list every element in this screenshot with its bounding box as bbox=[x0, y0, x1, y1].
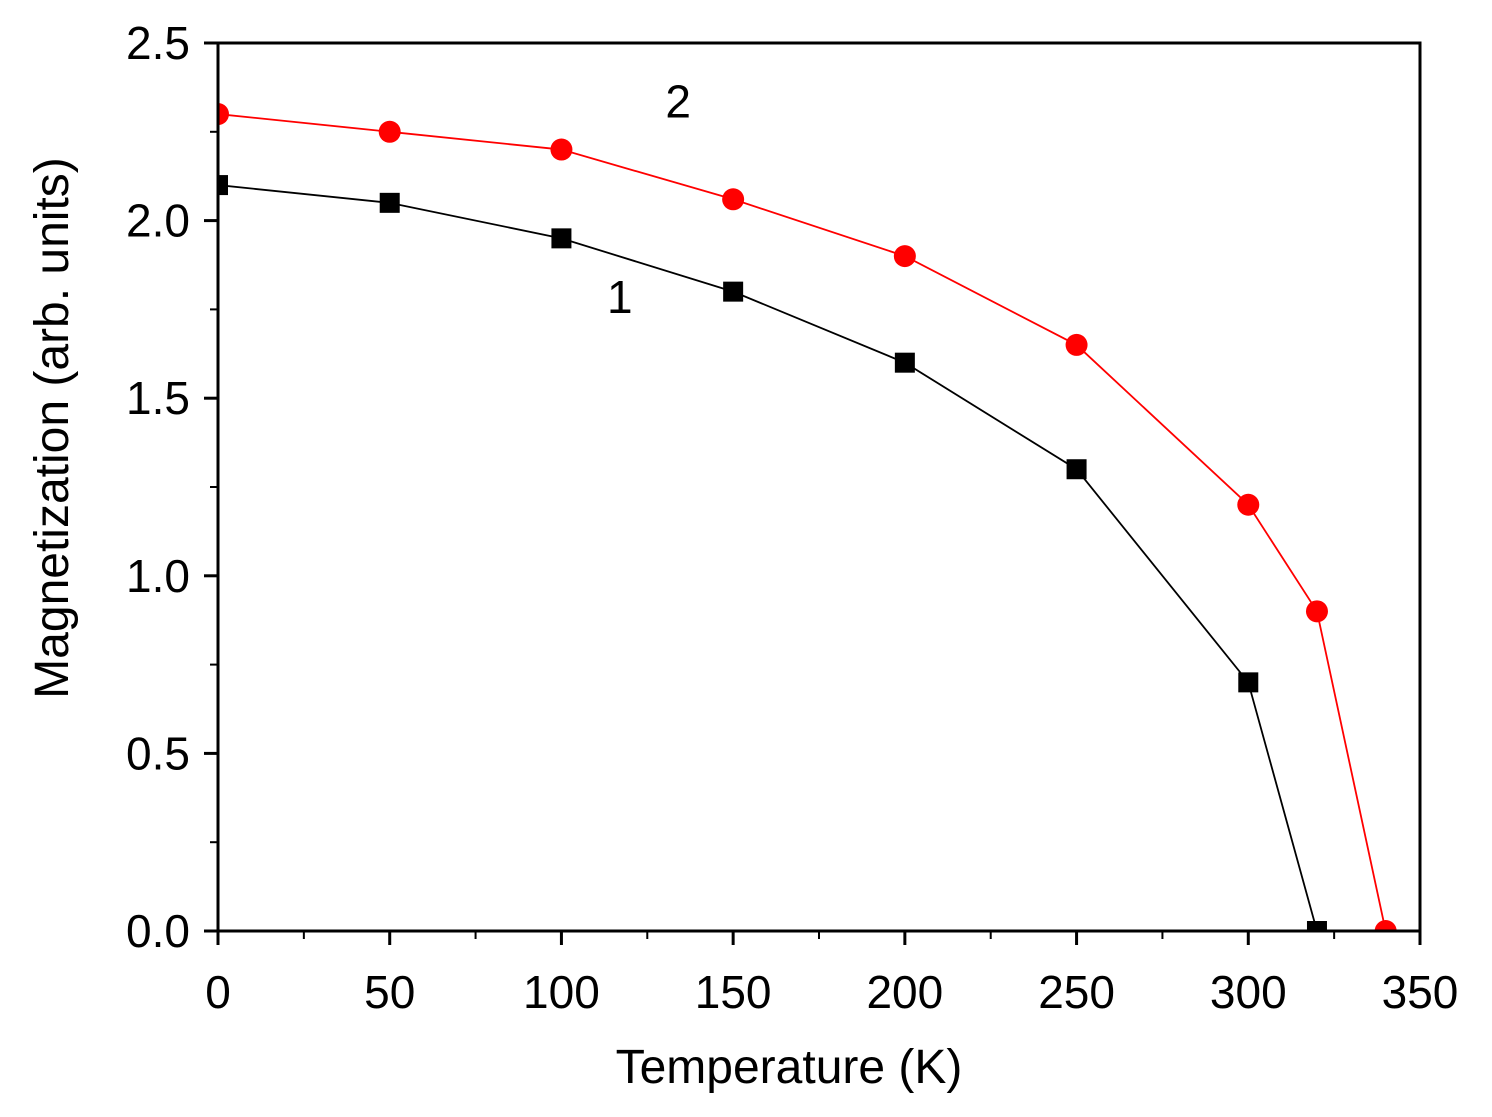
data-point bbox=[893, 245, 916, 268]
series-2 bbox=[218, 103, 1397, 931]
plot-series bbox=[218, 103, 1397, 931]
series-line bbox=[218, 184, 1318, 931]
x-tick-label: 200 bbox=[866, 966, 943, 1018]
x-tick-label: 50 bbox=[364, 966, 415, 1018]
data-point bbox=[378, 120, 401, 143]
y-tick-label: 1.5 bbox=[126, 372, 190, 424]
data-point bbox=[1374, 920, 1397, 931]
annotations: 12 bbox=[607, 76, 691, 323]
x-tick-label: 250 bbox=[1038, 966, 1115, 1018]
x-axis-title: Temperature (K) bbox=[616, 1041, 963, 1094]
y-tick-label: 0.0 bbox=[126, 905, 190, 957]
plot-frame bbox=[216, 41, 1422, 933]
data-point bbox=[1238, 672, 1259, 693]
y-axis: 0.0 0.5 1.0 1.5 2.0 2.5 bbox=[126, 17, 218, 957]
data-point bbox=[722, 188, 745, 211]
y-tick-label: 0.5 bbox=[126, 727, 190, 779]
data-point bbox=[1306, 921, 1327, 931]
series-1 bbox=[218, 175, 1327, 931]
series-line bbox=[218, 113, 1387, 931]
data-point bbox=[218, 175, 228, 196]
data-point bbox=[1065, 333, 1088, 356]
x-tick-label: 150 bbox=[695, 966, 772, 1018]
y-tick-label: 2.0 bbox=[126, 195, 190, 247]
x-tick-label: 0 bbox=[205, 966, 231, 1018]
data-point bbox=[1066, 459, 1087, 480]
x-tick-label: 300 bbox=[1210, 966, 1287, 1018]
data-point bbox=[894, 352, 915, 373]
y-axis-title: Magnetization (arb. units) bbox=[26, 157, 79, 699]
x-tick-label: 350 bbox=[1382, 966, 1459, 1018]
series-label: 2 bbox=[665, 76, 691, 128]
data-point bbox=[723, 281, 744, 302]
series-label: 1 bbox=[607, 271, 633, 323]
data-point bbox=[1305, 600, 1328, 623]
data-point bbox=[550, 138, 573, 161]
y-tick-label: 2.5 bbox=[126, 17, 190, 69]
data-point bbox=[1237, 493, 1260, 516]
y-tick-label: 1.0 bbox=[126, 550, 190, 602]
x-axis: 0 50 100 150 200 250 300 350 bbox=[205, 931, 1458, 1018]
data-point bbox=[379, 192, 400, 213]
x-tick-label: 100 bbox=[523, 966, 600, 1018]
data-point bbox=[551, 228, 572, 249]
data-point bbox=[218, 103, 229, 126]
